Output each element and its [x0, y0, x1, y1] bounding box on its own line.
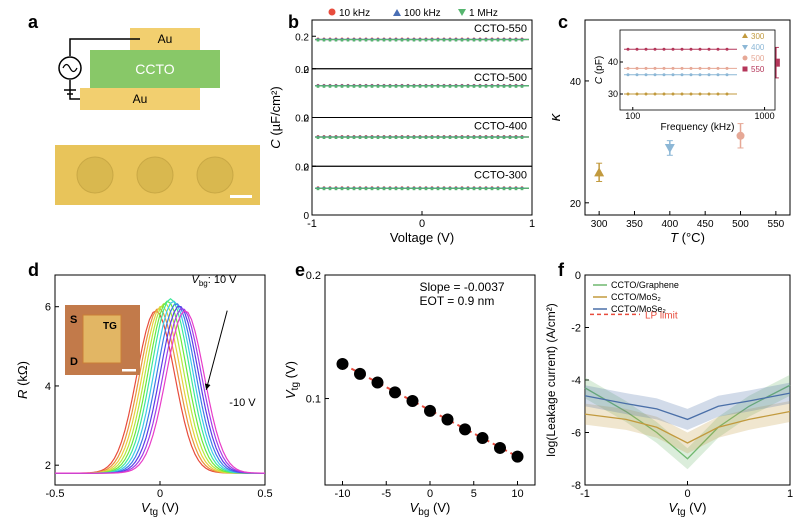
svg-text:500: 500: [732, 219, 749, 230]
svg-text:-5: -5: [381, 488, 391, 500]
svg-text:0: 0: [419, 218, 425, 230]
svg-text:1000: 1000: [755, 111, 775, 121]
svg-text:log(Leakage current) (A/cm²): log(Leakage current) (A/cm²): [544, 303, 558, 456]
svg-text:40: 40: [608, 57, 618, 67]
svg-text:0.2: 0.2: [295, 114, 309, 125]
svg-text:CCTO-550: CCTO-550: [474, 23, 527, 35]
svg-text:C (µF/cm²): C (µF/cm²): [268, 86, 283, 148]
svg-text:-1: -1: [580, 488, 590, 500]
svg-text:T (°C): T (°C): [670, 230, 705, 245]
svg-text:400: 400: [751, 43, 765, 52]
svg-text:0.1: 0.1: [306, 394, 321, 406]
svg-text:Frequency (kHz): Frequency (kHz): [661, 122, 735, 133]
svg-text:EOT = 0.9 nm: EOT = 0.9 nm: [420, 294, 495, 308]
svg-text:Au: Au: [158, 32, 173, 46]
svg-text:5: 5: [471, 488, 477, 500]
figure-canvas: Au CCTO Au 10 kHz 100 kHz 1 MHz 0 0.2 CCTO-550 0 0…: [0, 0, 809, 526]
svg-text:10: 10: [511, 488, 523, 500]
svg-text:Vtg (V): Vtg (V): [141, 500, 179, 518]
svg-text:400: 400: [661, 219, 678, 230]
svg-text:-8: -8: [571, 480, 581, 492]
svg-text:0: 0: [575, 270, 581, 282]
svg-text:0: 0: [684, 488, 690, 500]
svg-text:1: 1: [787, 488, 793, 500]
svg-text:550: 550: [751, 65, 765, 74]
svg-text:100: 100: [625, 111, 640, 121]
svg-text:0.2: 0.2: [295, 65, 309, 76]
svg-text:CCTO-400: CCTO-400: [474, 121, 527, 133]
svg-text:550: 550: [768, 219, 785, 230]
svg-text:D: D: [70, 356, 78, 368]
svg-text:1 MHz: 1 MHz: [469, 8, 498, 19]
svg-text:CCTO-300: CCTO-300: [474, 169, 527, 181]
svg-text:0: 0: [427, 488, 433, 500]
svg-text:CCTO/MoSe₂: CCTO/MoSe₂: [611, 304, 666, 314]
svg-text:S: S: [70, 314, 77, 326]
svg-text:Voltage (V): Voltage (V): [390, 230, 454, 245]
svg-text:TG: TG: [103, 321, 117, 332]
svg-text:Au: Au: [133, 92, 148, 106]
svg-text:κ: κ: [547, 112, 564, 121]
svg-text:30: 30: [608, 89, 618, 99]
svg-text:500: 500: [751, 54, 765, 63]
svg-text:0.2: 0.2: [306, 270, 321, 282]
svg-text:0.5: 0.5: [257, 488, 272, 500]
svg-text:0: 0: [157, 488, 163, 500]
svg-text:R (kΩ): R (kΩ): [15, 361, 30, 399]
svg-text:-1: -1: [307, 218, 317, 230]
svg-text:-0.5: -0.5: [46, 488, 65, 500]
svg-text:Vbg: 10 V: Vbg: 10 V: [192, 274, 238, 288]
svg-text:0.2: 0.2: [295, 162, 309, 173]
svg-text:-2: -2: [571, 323, 581, 335]
svg-text:20: 20: [570, 199, 582, 210]
svg-text:-6: -6: [571, 428, 581, 440]
svg-text:-10: -10: [335, 488, 351, 500]
svg-text:CCTO/MoS₂: CCTO/MoS₂: [611, 292, 661, 302]
svg-text:100 kHz: 100 kHz: [404, 8, 441, 19]
svg-text:C (pF): C (pF): [594, 56, 605, 84]
svg-text:0.2: 0.2: [295, 32, 309, 43]
svg-text:-10 V: -10 V: [229, 397, 256, 409]
svg-text:Vtg (V): Vtg (V): [669, 500, 707, 518]
svg-text:CCTO/Graphene: CCTO/Graphene: [611, 280, 679, 290]
svg-text:CCTO-500: CCTO-500: [474, 72, 527, 84]
svg-text:4: 4: [45, 381, 51, 393]
svg-text:450: 450: [697, 219, 714, 230]
svg-text:Slope = -0.0037: Slope = -0.0037: [420, 280, 505, 294]
svg-text:Vbg (V): Vbg (V): [410, 500, 451, 518]
svg-text:300: 300: [591, 219, 608, 230]
svg-text:350: 350: [626, 219, 643, 230]
svg-text:10 kHz: 10 kHz: [339, 8, 370, 19]
svg-text:-4: -4: [571, 375, 581, 387]
svg-text:6: 6: [45, 302, 51, 314]
svg-text:Vtg (V): Vtg (V): [283, 361, 301, 399]
svg-text:40: 40: [570, 77, 582, 88]
svg-text:1: 1: [529, 218, 535, 230]
svg-text:300: 300: [751, 32, 765, 41]
svg-text:2: 2: [45, 460, 51, 472]
svg-text:CCTO: CCTO: [135, 61, 175, 77]
